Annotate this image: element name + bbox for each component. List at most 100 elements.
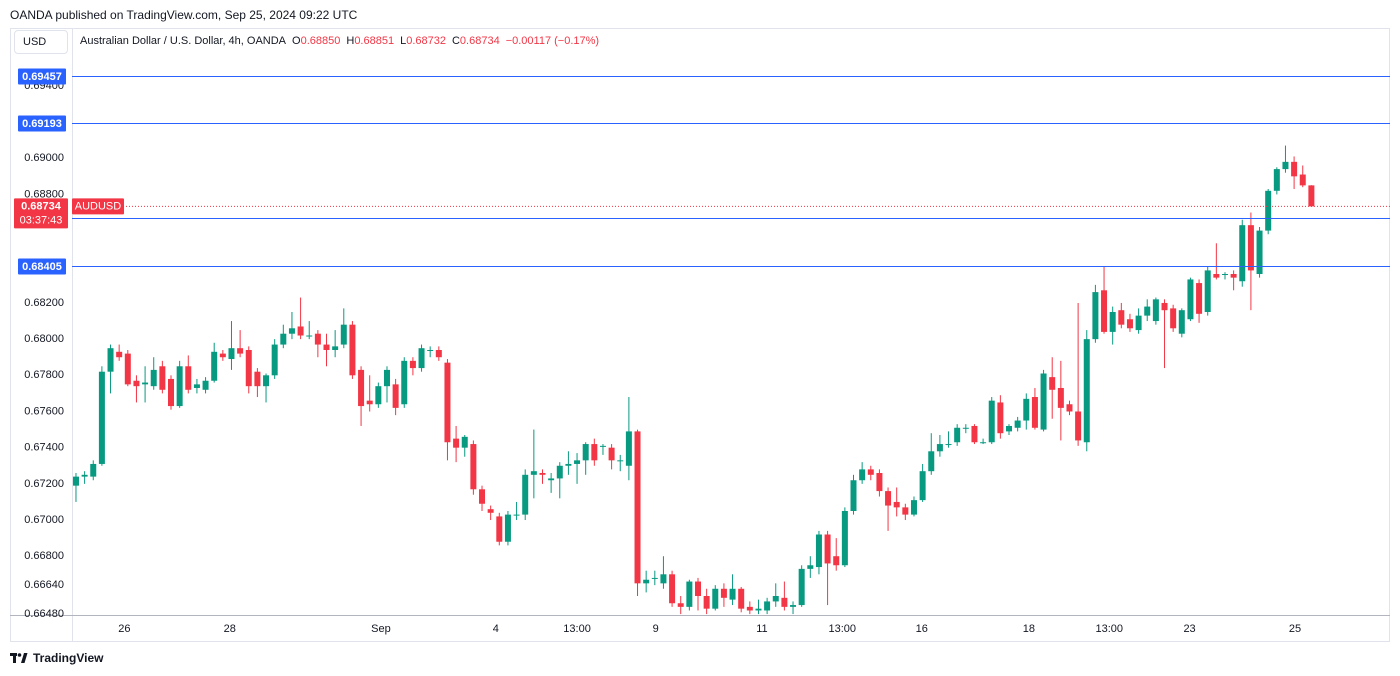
- candle-body: [1282, 161, 1289, 170]
- candle-body: [1152, 299, 1159, 322]
- candle-body: [902, 507, 909, 515]
- candle-body: [669, 574, 676, 604]
- candle-body: [634, 431, 641, 584]
- x-tick-label: 13:00: [563, 623, 591, 635]
- y-tick-label: 0.68000: [24, 333, 64, 345]
- candle-body: [366, 400, 373, 405]
- candle-body: [548, 478, 555, 481]
- candle-body: [867, 469, 874, 475]
- candle-body: [625, 431, 632, 466]
- candle-body: [159, 366, 166, 390]
- candle-body: [263, 375, 270, 387]
- candle-body: [98, 371, 105, 464]
- candle-body: [237, 348, 244, 354]
- candle-body: [297, 326, 304, 336]
- y-tick-label: 0.66640: [24, 579, 64, 591]
- candle-body: [1075, 411, 1082, 441]
- candle-body: [980, 442, 987, 444]
- candle-body: [694, 581, 701, 597]
- candle-body: [107, 348, 114, 372]
- y-tick-label: 0.67200: [24, 478, 64, 490]
- candle-body: [392, 384, 399, 408]
- candle-body: [435, 349, 442, 358]
- candle-body: [340, 324, 347, 345]
- candle-body: [945, 444, 952, 446]
- ohlc-key: H: [346, 35, 355, 47]
- x-tick-label: 18: [1023, 623, 1035, 635]
- candle-body: [349, 324, 356, 376]
- candle-body: [1126, 319, 1133, 329]
- level-label: 0.69193: [22, 118, 62, 130]
- candle-body: [254, 371, 261, 387]
- level-label: 0.69457: [22, 71, 62, 83]
- candle-body: [1299, 174, 1306, 186]
- candle-body: [781, 597, 788, 607]
- candle-body: [522, 474, 529, 515]
- candle-body: [470, 444, 477, 490]
- level-label: 0.68405: [22, 261, 62, 273]
- candle-body: [1092, 292, 1099, 340]
- candle-body: [211, 351, 218, 381]
- candle-body: [738, 588, 745, 609]
- candle-body: [798, 568, 805, 606]
- candle-body: [461, 436, 468, 448]
- candle-body: [876, 472, 883, 492]
- x-tick-label: Sep: [371, 623, 391, 635]
- candle-body: [962, 427, 969, 429]
- candle-body: [133, 380, 140, 387]
- candle-body: [539, 472, 546, 475]
- candle-body: [764, 601, 771, 611]
- candle-body: [712, 588, 719, 609]
- candle-body: [81, 474, 88, 477]
- level-tag: [18, 258, 66, 275]
- candle-body: [824, 534, 831, 564]
- candle-body: [660, 574, 667, 584]
- publish-note: OANDA published on TradingView.com, Sep …: [10, 8, 358, 22]
- logo: [10, 653, 28, 663]
- legend: Australian Dollar / U.S. Dollar, 4h, OAN…: [80, 35, 599, 47]
- candle-body: [202, 380, 209, 390]
- candle-body: [401, 360, 408, 405]
- candle-body: [358, 369, 365, 407]
- candle-body: [219, 353, 226, 358]
- candle-body: [142, 382, 149, 385]
- candle-body: [1066, 404, 1073, 412]
- candle-body: [1196, 283, 1203, 314]
- candle-body: [651, 577, 658, 579]
- candle-body: [150, 369, 157, 387]
- candle-body: [807, 565, 814, 569]
- candle-body: [833, 556, 840, 566]
- candle-body: [288, 328, 295, 334]
- x-tick-label: 13:00: [829, 623, 857, 635]
- candle-body: [885, 491, 892, 506]
- candle-body: [772, 596, 779, 602]
- x-tick-label: 26: [118, 623, 130, 635]
- candle-body: [1221, 274, 1228, 276]
- candle-body: [1057, 387, 1064, 408]
- x-tick-label: 25: [1289, 623, 1301, 635]
- candle-body: [124, 353, 131, 385]
- ohlc-value: 0.68850: [300, 35, 341, 47]
- y-tick-label: 0.66800: [24, 550, 64, 562]
- currency-button[interactable]: USD: [14, 30, 68, 54]
- candle-body: [755, 608, 762, 611]
- x-tick-label: 4: [493, 623, 499, 635]
- candle-body: [1049, 377, 1056, 390]
- candle-body: [1109, 312, 1116, 332]
- y-tick-label: 0.66480: [24, 608, 64, 620]
- candle-body: [1273, 169, 1280, 191]
- candle-body: [565, 463, 572, 466]
- candle-body: [1144, 306, 1151, 316]
- ohlc-key: O: [292, 35, 301, 47]
- ohlc-key: C: [451, 35, 460, 47]
- candle-body: [850, 480, 857, 511]
- y-tick-label: 0.68200: [24, 297, 64, 309]
- candle-body: [1083, 339, 1090, 443]
- candle-body: [116, 351, 123, 358]
- candle-body: [280, 333, 287, 345]
- brand: TradingView: [33, 651, 104, 665]
- x-tick-label: 28: [224, 623, 236, 635]
- level-tag: [18, 68, 66, 85]
- candle-body: [1178, 310, 1185, 334]
- candle-body: [427, 349, 434, 351]
